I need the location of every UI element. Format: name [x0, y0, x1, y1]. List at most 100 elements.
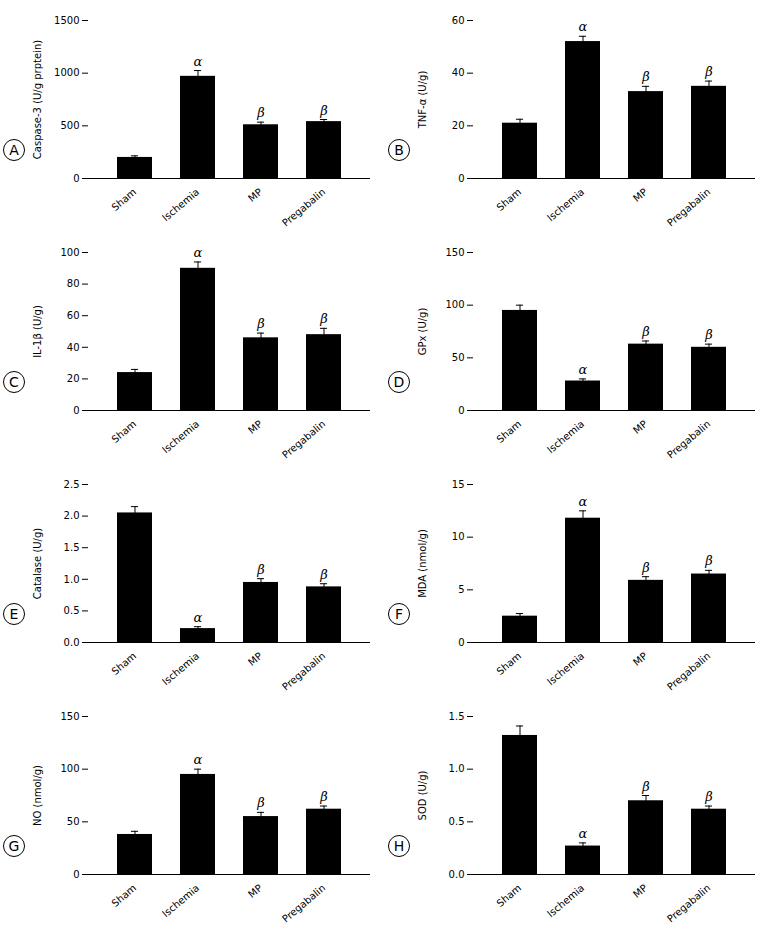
svg-text:β: β: [319, 311, 328, 326]
svg-text:150: 150: [445, 247, 464, 258]
svg-text:Pregabalin: Pregabalin: [280, 186, 327, 228]
svg-text:0: 0: [73, 869, 79, 880]
svg-text:Caspase-3 (U/g prptein): Caspase-3 (U/g prptein): [32, 40, 43, 159]
svg-text:50: 50: [67, 816, 80, 827]
svg-text:MP: MP: [631, 418, 649, 436]
svg-text:1.0: 1.0: [449, 763, 465, 774]
svg-text:Ischemia: Ischemia: [545, 186, 586, 223]
svg-text:β: β: [319, 789, 328, 804]
svg-text:α: α: [579, 362, 588, 377]
svg-text:β: β: [704, 553, 713, 568]
svg-text:Pregabalin: Pregabalin: [280, 650, 327, 692]
svg-text:Sham: Sham: [109, 650, 138, 677]
svg-text:1000: 1000: [54, 67, 79, 78]
svg-text:Pregabalin: Pregabalin: [665, 186, 712, 228]
svg-text:60: 60: [452, 15, 465, 26]
svg-text:β: β: [641, 560, 650, 575]
svg-text:0: 0: [73, 173, 79, 184]
svg-text:150: 150: [60, 711, 79, 722]
svg-text:1.5: 1.5: [64, 542, 80, 553]
svg-text:α: α: [579, 19, 588, 34]
svg-text:Sham: Sham: [109, 186, 138, 213]
svg-text:0: 0: [458, 173, 464, 184]
svg-text:20: 20: [67, 373, 80, 384]
svg-text:0: 0: [73, 405, 79, 416]
svg-text:Sham: Sham: [494, 650, 523, 677]
svg-text:40: 40: [67, 342, 80, 353]
svg-text:20: 20: [452, 120, 465, 131]
svg-text:1.0: 1.0: [64, 574, 80, 585]
svg-text:β: β: [641, 69, 650, 84]
svg-text:Catalase (U/g): Catalase (U/g): [32, 528, 43, 600]
svg-text:5: 5: [458, 584, 464, 595]
svg-text:0: 0: [458, 405, 464, 416]
svg-text:Sham: Sham: [494, 418, 523, 445]
svg-text:MP: MP: [631, 186, 649, 204]
svg-text:β: β: [256, 562, 265, 577]
svg-text:MDA (nmol/g): MDA (nmol/g): [417, 529, 428, 598]
svg-text:Sham: Sham: [109, 418, 138, 445]
svg-text:500: 500: [60, 120, 79, 131]
svg-text:MP: MP: [246, 418, 264, 436]
svg-text:Pregabalin: Pregabalin: [280, 418, 327, 460]
svg-text:1.5: 1.5: [449, 711, 465, 722]
svg-text:β: β: [256, 316, 265, 331]
svg-text:Ischemia: Ischemia: [160, 186, 201, 223]
svg-text:SOD (U/g): SOD (U/g): [417, 770, 428, 820]
svg-text:α: α: [579, 826, 588, 841]
svg-text:β: β: [704, 327, 713, 342]
svg-text:Pregabalin: Pregabalin: [665, 418, 712, 460]
svg-text:1500: 1500: [54, 15, 79, 26]
svg-text:NO (nmol/g): NO (nmol/g): [32, 765, 43, 826]
svg-text:Sham: Sham: [109, 882, 138, 909]
svg-text:α: α: [194, 610, 203, 625]
svg-text:Sham: Sham: [494, 882, 523, 909]
svg-text:β: β: [641, 324, 650, 339]
svg-text:TNF-α (U/g): TNF-α (U/g): [417, 71, 428, 130]
svg-text:80: 80: [67, 278, 80, 289]
svg-text:Pregabalin: Pregabalin: [665, 882, 712, 924]
svg-text:60: 60: [67, 310, 80, 321]
svg-text:β: β: [704, 64, 713, 79]
svg-text:β: β: [704, 789, 713, 804]
svg-text:β: β: [641, 779, 650, 794]
svg-text:0.5: 0.5: [449, 816, 465, 827]
svg-text:Ischemia: Ischemia: [545, 650, 586, 687]
svg-text:2.0: 2.0: [64, 510, 80, 521]
svg-text:Pregabalin: Pregabalin: [280, 882, 327, 924]
svg-text:β: β: [319, 103, 328, 118]
svg-text:100: 100: [60, 763, 79, 774]
svg-text:MP: MP: [631, 882, 649, 900]
svg-text:α: α: [579, 494, 588, 509]
svg-text:100: 100: [60, 247, 79, 258]
svg-text:β: β: [256, 795, 265, 810]
svg-text:50: 50: [452, 352, 465, 363]
svg-text:Ischemia: Ischemia: [160, 418, 201, 455]
svg-text:MP: MP: [246, 186, 264, 204]
svg-text:100: 100: [445, 299, 464, 310]
svg-text:0: 0: [458, 637, 464, 648]
svg-text:2.5: 2.5: [64, 479, 80, 490]
svg-text:Ischemia: Ischemia: [160, 882, 201, 919]
svg-text:β: β: [319, 567, 328, 582]
svg-text:β: β: [256, 105, 265, 120]
svg-text:GPx (U/g): GPx (U/g): [417, 308, 428, 356]
svg-text:Ischemia: Ischemia: [545, 418, 586, 455]
svg-text:IL-1β (U/g): IL-1β (U/g): [32, 305, 43, 358]
svg-text:0.0: 0.0: [64, 637, 80, 648]
svg-text:MP: MP: [246, 882, 264, 900]
svg-text:α: α: [194, 752, 203, 767]
svg-text:α: α: [194, 245, 203, 260]
svg-text:40: 40: [452, 67, 465, 78]
svg-text:0.5: 0.5: [64, 605, 80, 616]
svg-text:Sham: Sham: [494, 186, 523, 213]
svg-text:Ischemia: Ischemia: [160, 650, 201, 687]
svg-text:10: 10: [452, 531, 465, 542]
svg-text:15: 15: [452, 479, 465, 490]
svg-text:MP: MP: [631, 650, 649, 668]
svg-text:Ischemia: Ischemia: [545, 882, 586, 919]
svg-text:Pregabalin: Pregabalin: [665, 650, 712, 692]
svg-text:α: α: [194, 54, 203, 69]
svg-text:0.0: 0.0: [449, 869, 465, 880]
svg-text:MP: MP: [246, 650, 264, 668]
